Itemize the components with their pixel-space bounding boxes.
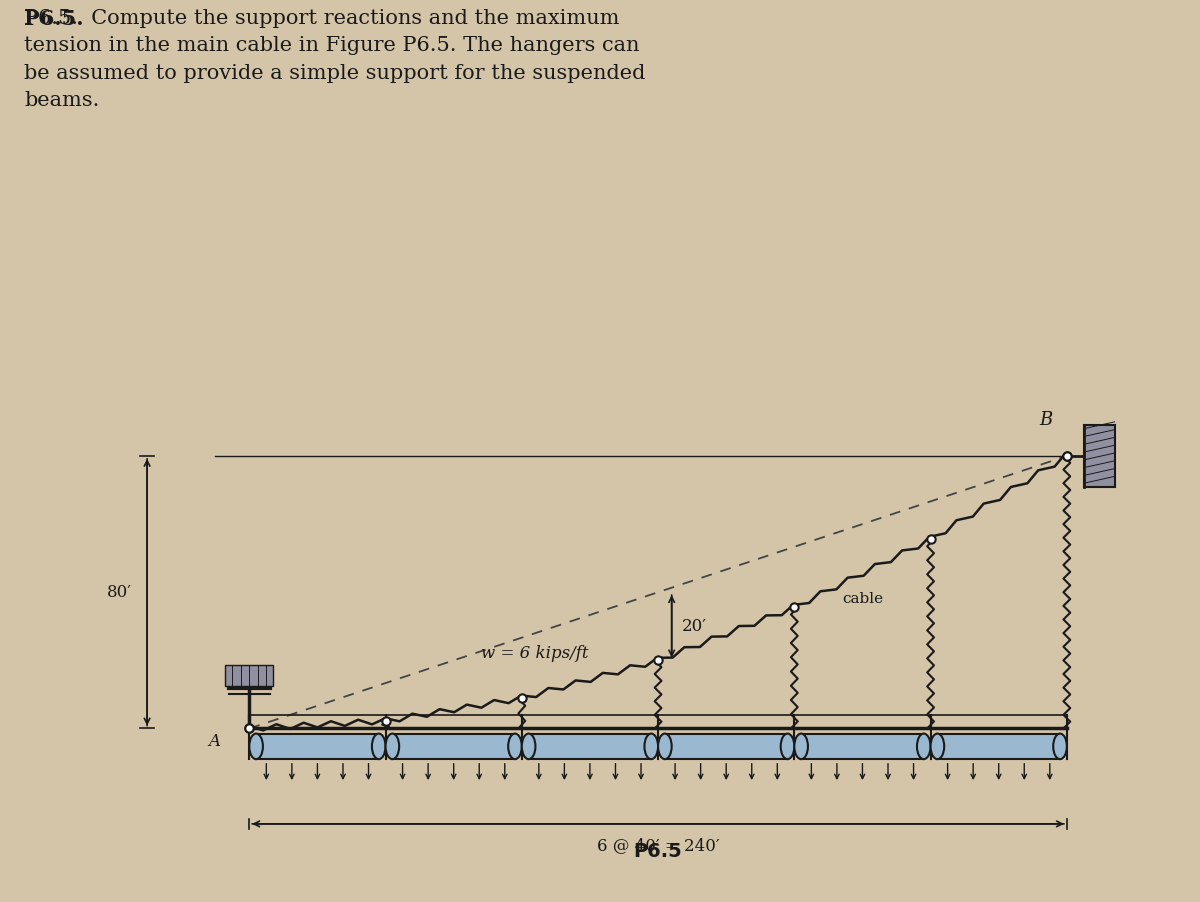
Ellipse shape <box>522 733 535 759</box>
Bar <box>937 733 1060 759</box>
Ellipse shape <box>917 733 930 759</box>
Ellipse shape <box>1054 733 1067 759</box>
Ellipse shape <box>658 733 672 759</box>
Ellipse shape <box>250 733 263 759</box>
Ellipse shape <box>930 733 944 759</box>
Text: w = 6 kips/ft: w = 6 kips/ft <box>481 645 588 662</box>
Ellipse shape <box>794 733 808 759</box>
Bar <box>1084 426 1115 486</box>
Text: P6.5: P6.5 <box>634 842 683 861</box>
Ellipse shape <box>508 733 522 759</box>
Text: cable: cable <box>842 592 883 606</box>
Text: 20′: 20′ <box>682 618 707 635</box>
Bar <box>529 733 652 759</box>
Ellipse shape <box>781 733 794 759</box>
Bar <box>665 733 787 759</box>
Bar <box>802 733 924 759</box>
Text: P6.5.: P6.5. <box>24 9 84 29</box>
Text: 80′: 80′ <box>107 584 132 601</box>
Bar <box>392 733 515 759</box>
Text: P6.5.  Compute the support reactions and the maximum
tension in the main cable i: P6.5. Compute the support reactions and … <box>24 9 646 110</box>
Bar <box>226 666 274 686</box>
Ellipse shape <box>372 733 385 759</box>
Ellipse shape <box>385 733 400 759</box>
Text: A: A <box>209 732 221 750</box>
Ellipse shape <box>644 733 658 759</box>
Bar <box>256 733 379 759</box>
Text: B: B <box>1039 411 1052 429</box>
Text: 6 @ 40′ = 240′: 6 @ 40′ = 240′ <box>596 837 719 854</box>
